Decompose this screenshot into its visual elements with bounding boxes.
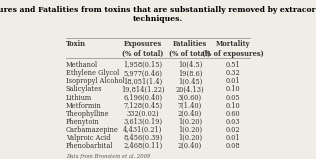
- Text: 20(4.13): 20(4.13): [176, 86, 204, 93]
- Text: 19(8.6): 19(8.6): [178, 69, 202, 77]
- Text: 3(0.60): 3(0.60): [178, 93, 202, 102]
- Text: Lithium: Lithium: [66, 93, 92, 102]
- Text: 7(1.40): 7(1.40): [178, 102, 202, 110]
- Text: Valproic Acid: Valproic Acid: [66, 134, 110, 142]
- Text: 4,431(0.21): 4,431(0.21): [123, 126, 163, 134]
- Text: 5,977(0.46): 5,977(0.46): [124, 69, 162, 77]
- Text: Methanol: Methanol: [66, 61, 98, 69]
- Text: 19,814(1.22): 19,814(1.22): [121, 86, 165, 93]
- Text: 0.08: 0.08: [226, 142, 241, 150]
- Text: 1,958(0.15): 1,958(0.15): [123, 61, 162, 69]
- Text: Ethylene Glycol: Ethylene Glycol: [66, 69, 119, 77]
- Text: 6,196(0.40): 6,196(0.40): [123, 93, 162, 102]
- Text: 0.60: 0.60: [226, 110, 241, 118]
- Text: Data from Bronstein et al, 2009: Data from Bronstein et al, 2009: [66, 154, 150, 159]
- Text: 0.10: 0.10: [226, 102, 241, 110]
- Text: 2(0.40): 2(0.40): [178, 142, 202, 150]
- Text: Toxin: Toxin: [66, 40, 86, 48]
- Text: 0.05: 0.05: [226, 93, 241, 102]
- Text: Isopropyl Alcohol: Isopropyl Alcohol: [66, 77, 124, 85]
- Text: 0.01: 0.01: [226, 77, 241, 85]
- Text: Phenobarbital: Phenobarbital: [66, 142, 113, 150]
- Text: Theophylline: Theophylline: [66, 110, 109, 118]
- Text: 0.32: 0.32: [226, 69, 241, 77]
- Text: 18,051(1.4): 18,051(1.4): [123, 77, 162, 85]
- Text: 7,128(0.45): 7,128(0.45): [123, 102, 162, 110]
- Text: 3,613(0.19): 3,613(0.19): [123, 118, 162, 126]
- Text: 0.51: 0.51: [226, 61, 241, 69]
- Text: Exposures
(% of total): Exposures (% of total): [122, 40, 164, 58]
- Text: 1(0.20): 1(0.20): [178, 126, 202, 134]
- Text: Salicylates: Salicylates: [66, 86, 102, 93]
- Text: 0.02: 0.02: [226, 126, 241, 134]
- Text: 332(0.02): 332(0.02): [127, 110, 159, 118]
- Text: 0.10: 0.10: [226, 86, 241, 93]
- Text: Metformin: Metformin: [66, 102, 101, 110]
- Text: Exposures and Fatalities from toxins that are substantially removed by extracorp: Exposures and Fatalities from toxins tha…: [0, 6, 316, 23]
- Text: 0.01: 0.01: [226, 134, 241, 142]
- Text: Mortality
(% of exposures): Mortality (% of exposures): [203, 40, 264, 58]
- Text: 2,468(0.11): 2,468(0.11): [123, 142, 162, 150]
- Text: Phenytoin: Phenytoin: [66, 118, 100, 126]
- Text: Fatalities
(% of total): Fatalities (% of total): [169, 40, 211, 58]
- Text: 2(0.40): 2(0.40): [178, 110, 202, 118]
- Text: 10(4.5): 10(4.5): [178, 61, 202, 69]
- Text: 0.03: 0.03: [226, 118, 241, 126]
- Text: 1(0.45): 1(0.45): [178, 77, 202, 85]
- Text: 1(0.20): 1(0.20): [178, 134, 202, 142]
- Text: Carbamazepine: Carbamazepine: [66, 126, 118, 134]
- Text: 1(0.20): 1(0.20): [178, 118, 202, 126]
- Text: 8,456(0.39): 8,456(0.39): [123, 134, 162, 142]
